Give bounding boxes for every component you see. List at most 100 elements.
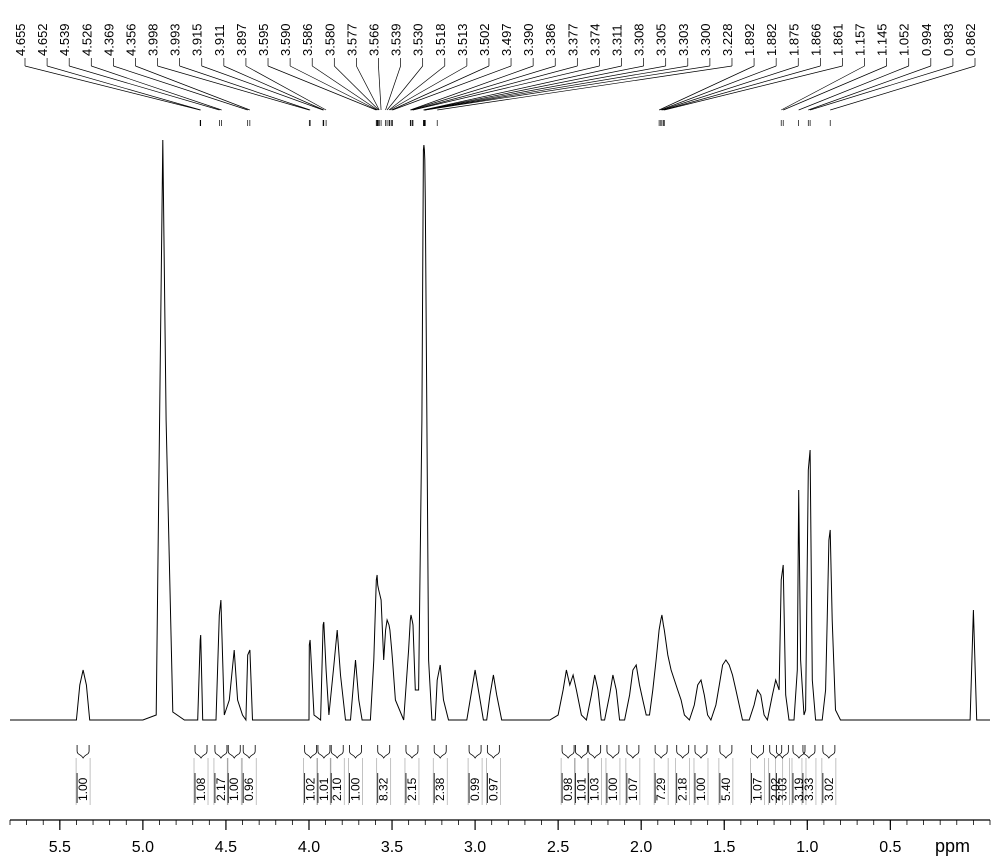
x-tick-label: 1.0 bbox=[796, 839, 818, 856]
x-tick-label: 3.5 bbox=[381, 839, 403, 856]
integral-value: 1.07 bbox=[750, 777, 764, 801]
peak-ppm-label: 3.911 bbox=[212, 24, 227, 56]
peak-ppm-label: 4.652 bbox=[35, 23, 50, 56]
integral-bracket bbox=[677, 745, 689, 758]
integral-bracket bbox=[434, 745, 446, 758]
integral-value: 0.98 bbox=[561, 777, 575, 801]
integral-bracket bbox=[776, 745, 788, 758]
integral-value: 1.07 bbox=[626, 777, 640, 801]
peak-ppm-label: 0.862 bbox=[963, 23, 978, 56]
integral-bracket bbox=[406, 745, 418, 758]
integral-value: 1.00 bbox=[694, 777, 708, 801]
peak-ppm-label: 1.157 bbox=[853, 23, 868, 56]
x-tick-label: 3.0 bbox=[464, 839, 486, 856]
integral-bracket bbox=[589, 745, 601, 758]
peak-ppm-label: 1.882 bbox=[764, 23, 779, 56]
integral-bracket bbox=[318, 745, 330, 758]
integral-value: 1.01 bbox=[317, 777, 331, 801]
integral-value: 2.10 bbox=[330, 777, 344, 801]
integral-bracket bbox=[487, 745, 499, 758]
peak-ppm-label: 1.866 bbox=[808, 23, 823, 56]
x-tick-label: 4.5 bbox=[215, 839, 237, 856]
peak-ppm-label: 3.595 bbox=[256, 23, 271, 56]
integral-value: 0.97 bbox=[486, 777, 500, 801]
integral-value: 2.15 bbox=[405, 777, 419, 801]
peak-ppm-label: 3.590 bbox=[278, 23, 293, 56]
integral-bracket bbox=[770, 745, 782, 758]
peak-ppm-label: 0.994 bbox=[919, 23, 934, 56]
integral-value: 1.02 bbox=[304, 777, 318, 801]
peak-ppm-label: 3.386 bbox=[543, 23, 558, 56]
integral-bracket bbox=[720, 745, 732, 758]
integral-value: 0.96 bbox=[242, 777, 256, 801]
integral-value: 3.33 bbox=[802, 777, 816, 801]
peak-ppm-label: 4.655 bbox=[13, 23, 28, 56]
x-axis-unit: ppm bbox=[935, 836, 970, 856]
integral-value: 1.00 bbox=[606, 777, 620, 801]
peak-ppm-label: 1.861 bbox=[830, 23, 845, 56]
integral-bracket bbox=[305, 745, 317, 758]
peak-ppm-label: 3.586 bbox=[300, 23, 315, 56]
peak-ppm-label: 1.145 bbox=[875, 23, 890, 56]
integral-value: 2.17 bbox=[214, 777, 228, 801]
peak-ppm-label: 3.308 bbox=[632, 23, 647, 56]
integral-bracket bbox=[77, 745, 89, 758]
integral-bracket bbox=[243, 745, 255, 758]
peak-ppm-label: 3.998 bbox=[146, 23, 161, 56]
peak-ppm-label: 3.580 bbox=[322, 23, 337, 56]
integral-bracket bbox=[469, 745, 481, 758]
integral-value: 3.02 bbox=[822, 777, 836, 801]
peak-ppm-label: 3.915 bbox=[190, 23, 205, 56]
integral-value: 7.29 bbox=[654, 777, 668, 801]
integral-bracket bbox=[378, 745, 390, 758]
integral-bracket bbox=[695, 745, 707, 758]
peak-ppm-label: 3.566 bbox=[367, 23, 382, 56]
x-tick-label: 0.5 bbox=[879, 839, 901, 856]
peak-ppm-label: 3.300 bbox=[698, 23, 713, 56]
integral-value: 2.38 bbox=[433, 777, 447, 801]
peak-ppm-label: 3.513 bbox=[455, 23, 470, 56]
x-tick-label: 2.5 bbox=[547, 839, 569, 856]
peak-ppm-label: 0.983 bbox=[941, 23, 956, 56]
integral-value: 8.32 bbox=[377, 777, 391, 801]
integral-value: 1.03 bbox=[588, 777, 602, 801]
integral-value: 3.03 bbox=[775, 777, 789, 801]
integral-bracket bbox=[562, 745, 574, 758]
peak-ppm-label: 4.369 bbox=[101, 23, 116, 56]
integral-value: 0.99 bbox=[468, 777, 482, 801]
integral-value: 1.01 bbox=[574, 777, 588, 801]
peak-ppm-label: 3.577 bbox=[344, 23, 359, 56]
x-tick-label: 2.0 bbox=[630, 839, 652, 856]
peak-ppm-label: 4.526 bbox=[79, 23, 94, 56]
integral-bracket bbox=[575, 745, 587, 758]
x-tick-label: 5.0 bbox=[132, 839, 154, 856]
integral-value: 2.18 bbox=[676, 777, 690, 801]
integral-bracket bbox=[195, 745, 207, 758]
integral-value: 1.08 bbox=[194, 777, 208, 801]
peak-ppm-label: 3.993 bbox=[168, 23, 183, 56]
integral-value: 1.00 bbox=[76, 777, 90, 801]
x-tick-label: 5.5 bbox=[49, 839, 71, 856]
peak-ppm-label: 3.374 bbox=[587, 23, 602, 56]
peak-ppm-label: 3.303 bbox=[676, 23, 691, 56]
peak-ppm-label: 3.530 bbox=[411, 23, 426, 56]
nmr-spectrum-chart: 4.655 4.652 4.539 4.526 4.369 4.356 3.998 3.993… bbox=[0, 0, 1000, 868]
integral-bracket bbox=[215, 745, 227, 758]
x-tick-label: 4.0 bbox=[298, 839, 320, 856]
peak-ppm-label: 4.356 bbox=[124, 23, 139, 56]
peak-ppm-label: 3.539 bbox=[389, 23, 404, 56]
peak-ppm-label: 1.875 bbox=[786, 23, 801, 56]
integral-bracket bbox=[228, 745, 240, 758]
peak-ppm-label: 3.897 bbox=[234, 23, 249, 56]
integral-value: 1.00 bbox=[348, 777, 362, 801]
integral-bracket bbox=[823, 745, 835, 758]
peak-ppm-label: 3.390 bbox=[521, 23, 536, 56]
peak-ppm-label: 3.311 bbox=[610, 24, 625, 56]
peak-ppm-label: 3.502 bbox=[477, 23, 492, 56]
peak-ppm-label: 3.377 bbox=[565, 23, 580, 56]
peak-ppm-label: 4.539 bbox=[57, 23, 72, 56]
x-tick-label: 1.5 bbox=[713, 839, 735, 856]
peak-ppm-label: 3.518 bbox=[433, 23, 448, 56]
peak-ppm-label: 3.305 bbox=[654, 23, 669, 56]
integral-bracket bbox=[627, 745, 639, 758]
